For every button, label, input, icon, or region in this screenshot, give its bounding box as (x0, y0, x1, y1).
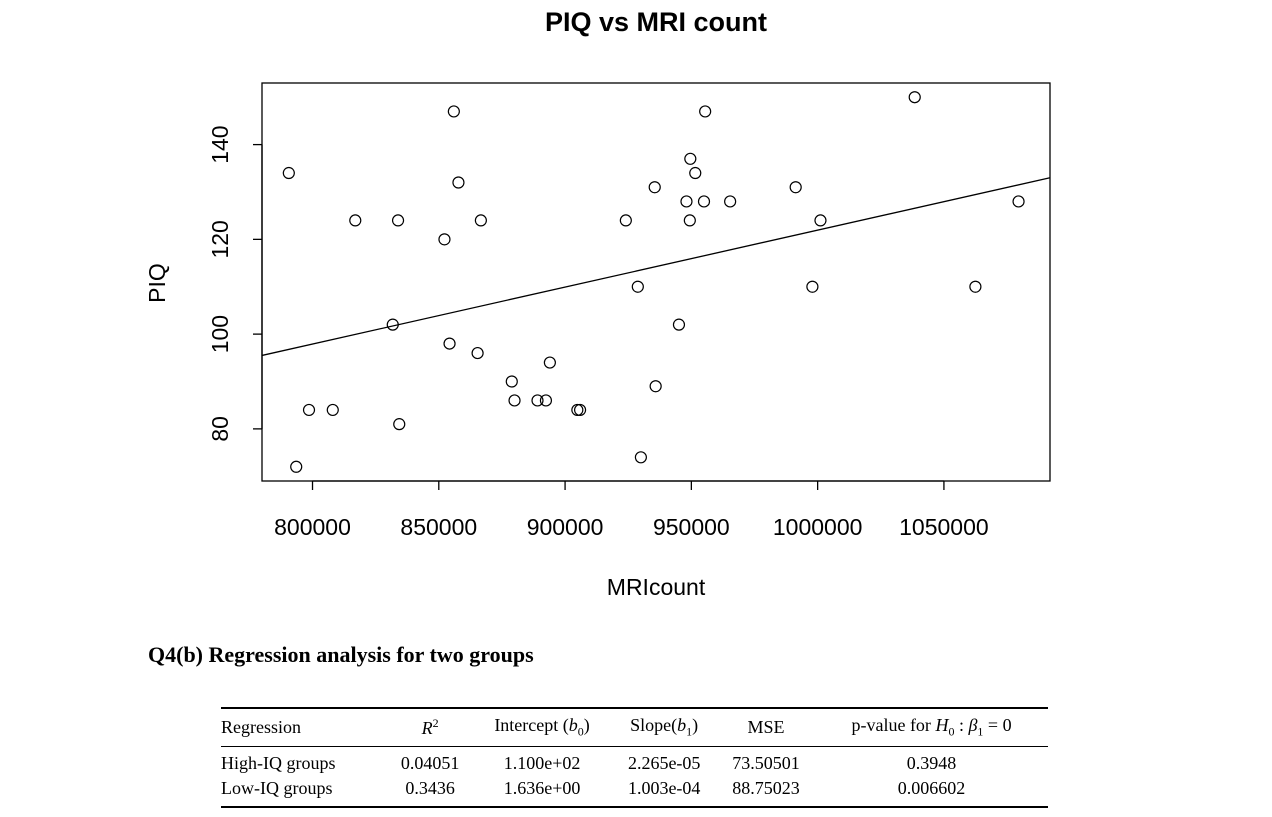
data-point (806, 280, 819, 293)
data-point (452, 176, 465, 189)
data-point (683, 214, 696, 227)
data-point (471, 346, 484, 360)
data-point (302, 403, 316, 417)
x-tick-label: 800000 (274, 514, 351, 540)
data-point (648, 181, 661, 194)
plot-frame (261, 82, 1051, 482)
cell-regression: Low-IQ groups (221, 777, 333, 798)
cell-mse: 73.50501 (732, 752, 800, 773)
data-point (443, 337, 456, 350)
x-axis-label: MRIcount (607, 574, 706, 600)
x-tick-label: 850000 (400, 514, 477, 540)
cell-intercept: 1.100e+02 (503, 752, 581, 773)
x-tick-label: 1050000 (899, 514, 989, 540)
cell-slope: 2.265e-05 (627, 752, 701, 773)
cell-mse: 88.75023 (732, 777, 800, 798)
cell-regression: High-IQ groups (221, 752, 336, 773)
data-point (789, 181, 802, 194)
x-tick-label: 950000 (653, 514, 730, 540)
data-point (531, 394, 544, 407)
data-point (282, 166, 295, 180)
data-point (649, 380, 662, 393)
header-intercept: Intercept (b0) (494, 715, 590, 739)
section-heading: Q4(b) Regression analysis for two groups (148, 642, 534, 667)
data-point (672, 318, 686, 331)
header-r2: R2 (421, 715, 439, 738)
data-point (505, 375, 518, 388)
data-point (631, 280, 644, 293)
data-point (571, 403, 584, 417)
data-point (349, 214, 362, 227)
header-slope: Slope(b1) (630, 715, 699, 739)
data-point (689, 166, 702, 180)
data-points (282, 91, 1025, 473)
header-regression: Regression (221, 716, 301, 737)
data-point (447, 105, 460, 118)
header-pvalue: p-value for H0 : β1 = 0 (851, 715, 1012, 739)
data-point (290, 460, 303, 473)
data-point (699, 105, 712, 118)
data-point (393, 418, 406, 431)
header-mse: MSE (747, 716, 785, 737)
data-point (684, 152, 697, 165)
y-axis: 80 100 120 140 (207, 125, 263, 442)
data-point (326, 403, 339, 417)
y-tick-label: 80 (207, 416, 233, 442)
data-point (634, 451, 647, 464)
regression-line (261, 177, 1051, 357)
y-tick-label: 120 (207, 220, 233, 258)
cell-slope: 1.003e-04 (627, 777, 701, 798)
cell-r2: 0.3436 (405, 777, 455, 798)
data-point (386, 318, 399, 331)
y-tick-label: 100 (207, 315, 233, 353)
data-point (1012, 195, 1025, 208)
data-point (724, 195, 737, 208)
table-row: Low-IQ groups 0.3436 1.636e+00 1.003e-04… (221, 776, 1048, 807)
chart-title: PIQ vs MRI count (545, 7, 767, 37)
scatter-plot: PIQ vs MRI count 800000 850000 900000 95000… (144, 7, 1051, 600)
data-point (969, 280, 982, 293)
cell-pvalue: 0.006602 (897, 777, 966, 798)
data-point (814, 214, 827, 227)
data-point (508, 394, 521, 407)
y-tick-label: 140 (207, 125, 233, 163)
table-row: High-IQ groups 0.04051 1.100e+02 2.265e-… (221, 746, 1048, 776)
data-point (391, 214, 405, 227)
y-axis-label: PIQ (144, 263, 170, 303)
cell-pvalue: 0.3948 (906, 752, 957, 773)
cell-intercept: 1.636e+00 (503, 777, 581, 798)
data-point (438, 233, 451, 246)
regression-table: Regression R2 Intercept (b0) Slope(b1) M… (221, 707, 1048, 808)
regression-line-group (261, 177, 1051, 357)
x-axis: 800000 850000 900000 950000 1000000 1050000 (274, 480, 989, 540)
data-point (697, 195, 711, 208)
data-point (619, 214, 632, 227)
cell-r2: 0.04051 (400, 752, 460, 773)
table-header-row: Regression R2 Intercept (b0) Slope(b1) M… (221, 708, 1048, 747)
data-point (543, 356, 556, 369)
data-point (539, 394, 553, 407)
data-point (680, 195, 693, 208)
data-point (573, 403, 587, 417)
data-point (474, 214, 487, 227)
x-tick-label: 1000000 (773, 514, 863, 540)
x-tick-label: 900000 (527, 514, 604, 540)
data-point (908, 91, 921, 104)
